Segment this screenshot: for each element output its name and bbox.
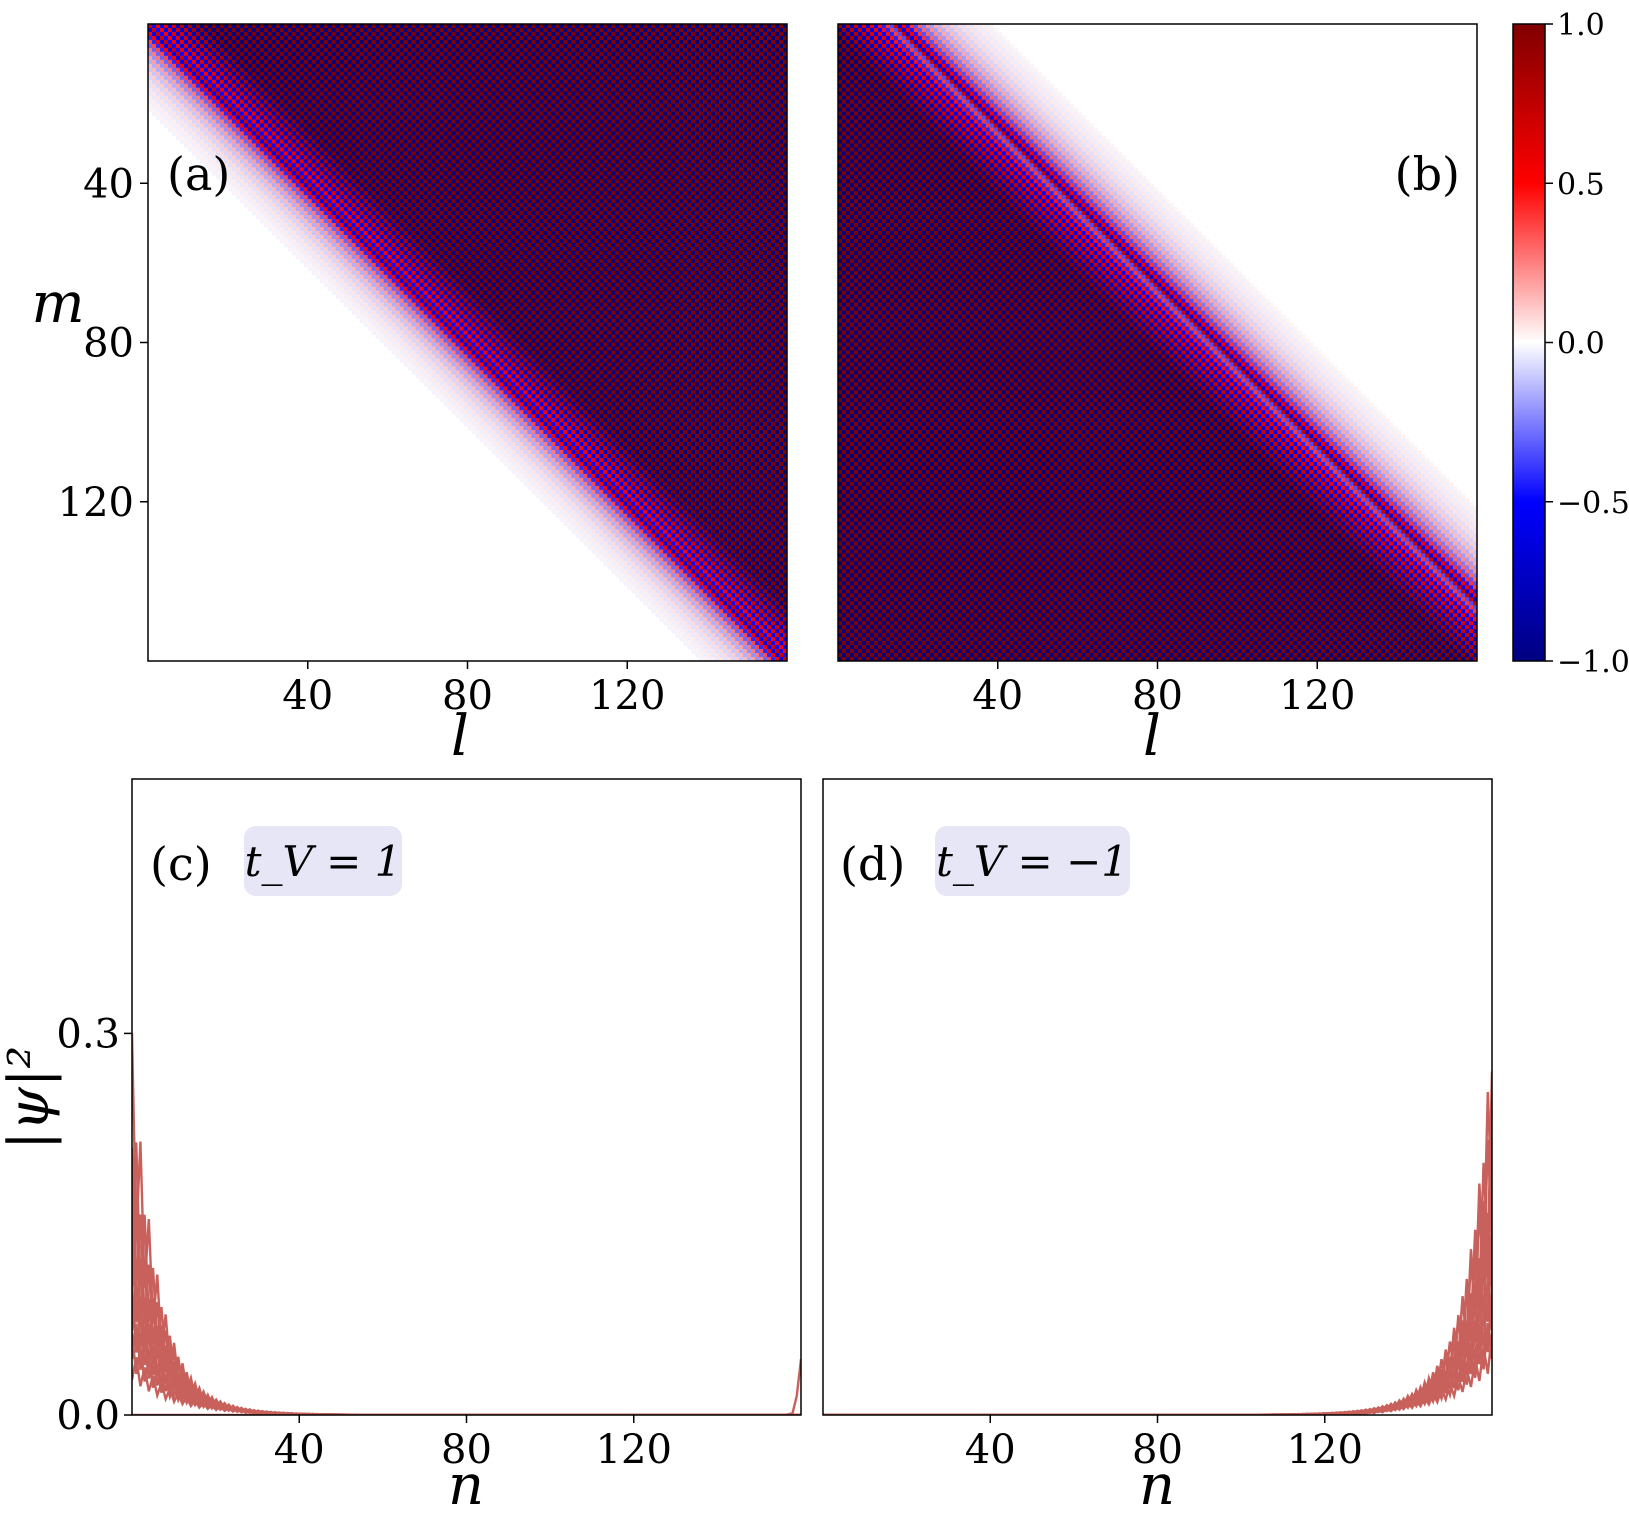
xtick-label: 40 [274, 1427, 325, 1473]
panel-c-annotation-box [244, 826, 402, 896]
heatmap-a [148, 24, 787, 661]
series-line [132, 1332, 801, 1415]
panel-a-xlabel: l [451, 704, 469, 769]
series-line [823, 1224, 1492, 1415]
series-line [132, 1323, 801, 1415]
colorbar-gradient [1512, 23, 1546, 662]
ticks-d: 40 80 120 [965, 1415, 1363, 1473]
panel-d: (d) t_V = −1 40 80 120 n [822, 778, 1493, 1518]
series-line [132, 1224, 801, 1415]
ytick-label: 120 [58, 480, 134, 526]
panel-d-annotation-box [935, 826, 1130, 896]
panel-d-xlabel: n [1139, 1453, 1175, 1518]
xtick-label: 80 [1132, 673, 1183, 719]
xtick-label: 40 [965, 1427, 1016, 1473]
ytick-label: 80 [83, 321, 134, 367]
panel-c-label: (c) [150, 837, 212, 891]
series-line [132, 1287, 801, 1415]
panel-b-xlabel: l [1143, 704, 1161, 769]
xtick-label: 120 [596, 1427, 672, 1473]
colorbar-tick-label: 0.0 [1557, 327, 1605, 362]
lines-c [132, 1033, 801, 1415]
panel-c: (c) t_V = 1 40 80 120 0.0 0.3 n |ψ|² [0, 778, 802, 1518]
ticks-a: 40 80 120 40 80 120 [58, 161, 666, 719]
series-line [823, 1287, 1492, 1415]
panel-d-frame [822, 778, 1493, 1416]
xtick-label: 80 [441, 1427, 492, 1473]
xtick-label: 120 [589, 673, 665, 719]
series-line [823, 1091, 1492, 1415]
series-line [823, 1332, 1492, 1415]
series-line [132, 1279, 801, 1415]
ytick-label: 0.3 [56, 1011, 120, 1057]
xtick-label: 40 [972, 673, 1023, 719]
xtick-label: 40 [282, 673, 333, 719]
colorbar: 1.0 0.5 0.0 −0.5 −1.0 [1512, 8, 1629, 680]
ticks-c: 40 80 120 0.0 0.3 [56, 1011, 672, 1473]
colorbar-tick-label: 0.5 [1557, 167, 1605, 202]
xtick-label: 80 [1132, 1427, 1183, 1473]
lines-d [823, 1071, 1492, 1415]
colorbar-tick-label: −1.0 [1557, 645, 1629, 680]
series-line [823, 1135, 1492, 1415]
panel-a-label: (a) [167, 147, 230, 201]
series-line [823, 1139, 1492, 1415]
series-line [823, 1278, 1492, 1415]
heatmap-b [838, 24, 1477, 661]
series-line [823, 1071, 1492, 1415]
panel-c-xlabel: n [448, 1453, 484, 1518]
ytick-label: 40 [83, 161, 134, 207]
series-line [132, 1142, 801, 1415]
panel-a: (a) 40 80 120 40 80 120 l m [31, 23, 788, 769]
series-line [823, 1213, 1492, 1415]
panel-d-label: (d) [840, 837, 905, 891]
xtick-label: 80 [442, 673, 493, 719]
series-line [132, 1214, 801, 1415]
colorbar-ticks: 1.0 0.5 0.0 −0.5 −1.0 [1545, 8, 1629, 680]
panel-c-frame [131, 778, 802, 1416]
xtick-label: 120 [1279, 673, 1355, 719]
series-line [132, 1033, 801, 1415]
panel-c-ylabel: |ψ|² [0, 1046, 62, 1150]
ytick-label: 0.0 [56, 1393, 120, 1439]
panel-b-label: (b) [1395, 147, 1460, 201]
colorbar-tick-label: 1.0 [1557, 8, 1605, 43]
panel-a-ylabel: m [31, 271, 84, 336]
panel-b: (b) 40 80 120 l [837, 23, 1478, 769]
xtick-label: 120 [1287, 1427, 1363, 1473]
panel-d-annotation: t_V = −1 [936, 837, 1128, 886]
panel-c-annotation: t_V = 1 [245, 837, 402, 886]
series-line [823, 1322, 1492, 1415]
series-line [132, 1147, 801, 1415]
ticks-b: 40 80 120 [972, 661, 1355, 719]
colorbar-tick-label: −0.5 [1557, 486, 1629, 521]
